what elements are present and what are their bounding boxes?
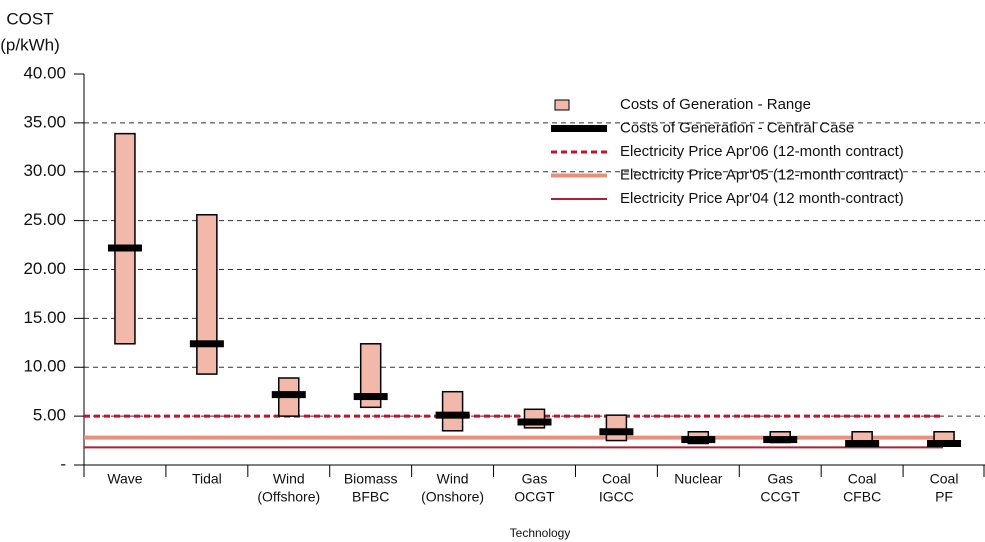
range-bar [441, 390, 464, 432]
y-tick-label: 10.00 [23, 357, 66, 376]
x-tick-label: Wave [107, 471, 142, 487]
central-mark [845, 439, 880, 447]
x-tick-label: Wind [437, 471, 469, 487]
y-tick-label: 35.00 [23, 112, 66, 131]
central-mark [353, 393, 388, 401]
x-tick-label: Coal [930, 471, 959, 487]
range-bar [359, 343, 382, 409]
central-mark [189, 340, 224, 348]
legend-swatch [551, 125, 607, 132]
x-tick-label: PF [935, 489, 953, 505]
x-tick-label: (Onshore) [421, 489, 484, 505]
y-tick-label: 25.00 [23, 210, 66, 229]
x-tick-label: Gas [767, 471, 793, 487]
y-tick-label: 5.00 [33, 406, 66, 425]
legend-label: Costs of Generation - Central Case [620, 119, 854, 136]
x-tick-label: Nuclear [674, 471, 723, 487]
x-tick-label: BFBC [352, 489, 389, 505]
range-bar [605, 414, 628, 442]
x-tick-label: (Offshore) [257, 489, 320, 505]
central-mark [107, 244, 142, 252]
y-tick-label: 20.00 [23, 259, 66, 278]
x-tick-label: Tidal [192, 471, 222, 487]
y-axis-label: (p/kWh) [0, 35, 60, 54]
x-tick-label: IGCC [599, 489, 634, 505]
x-tick-label: OCGT [514, 489, 555, 505]
legend-label: Electricity Price Apr'05 (12-month contr… [620, 166, 904, 183]
legend-swatch [554, 99, 570, 111]
central-mark [271, 391, 306, 399]
y-tick-label: 15.00 [23, 308, 66, 327]
range-bar [196, 214, 218, 375]
y-axis-label: COST [6, 9, 53, 28]
y-tick-label: - [60, 454, 66, 473]
y-tick-label: 30.00 [23, 161, 66, 180]
central-mark [435, 411, 470, 419]
central-mark [927, 439, 962, 447]
x-tick-label: Wind [273, 471, 305, 487]
x-tick-label: Gas [522, 471, 548, 487]
legend-label: Costs of Generation - Range [620, 96, 811, 113]
central-mark [681, 436, 716, 444]
x-tick-label: Coal [848, 471, 877, 487]
central-mark [517, 418, 552, 426]
x-tick-label: CFBC [843, 489, 881, 505]
range-bar [114, 132, 136, 345]
x-tick-label: Coal [602, 471, 631, 487]
legend-label: Electricity Price Apr'06 (12-month contr… [620, 143, 904, 160]
y-tick-label: 40.00 [23, 63, 66, 82]
central-mark [763, 436, 798, 444]
x-tick-label: Biomass [344, 471, 398, 487]
legend-label: Electricity Price Apr'04 (12 month-contr… [620, 190, 904, 207]
x-axis-label: Technology [510, 526, 571, 540]
x-tick-label: CCGT [760, 489, 800, 505]
central-mark [599, 428, 634, 436]
